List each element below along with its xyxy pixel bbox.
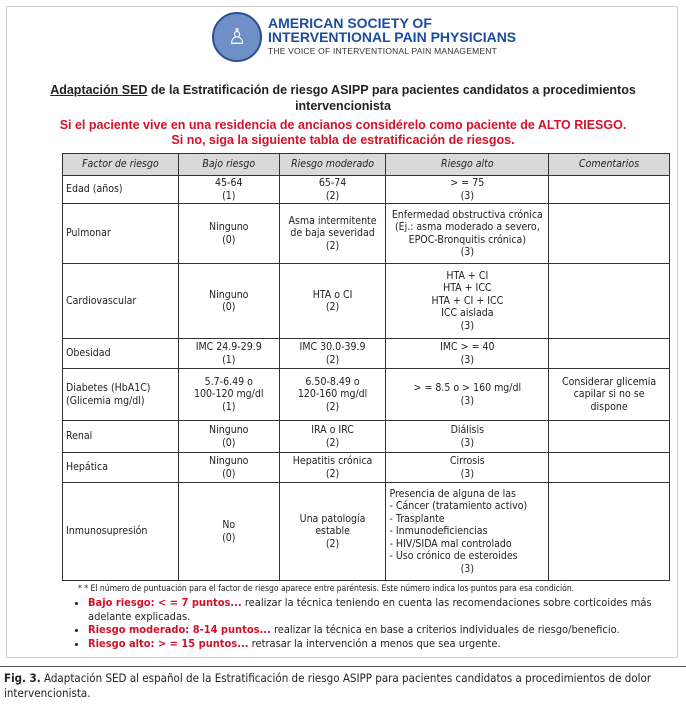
- cell-comentarios: [548, 420, 670, 453]
- list-line: Presencia de alguna de las: [389, 487, 516, 500]
- cell-alto: IMC > = 40 (3): [385, 338, 550, 369]
- caption-text: Adaptación SED al español de la Estratif…: [4, 671, 652, 700]
- logo-line-1: AMERICAN SOCIETY OF: [268, 15, 432, 31]
- table-row: Diabetes (HbA1C) (Glicemia mg/dl) 5.7-6.4…: [62, 368, 670, 421]
- figure-frame: [6, 6, 678, 658]
- cell-factor: Renal: [62, 420, 179, 453]
- list-line: - Uso crónico de esteroides: [389, 550, 518, 563]
- table-row: Inmunosupresión No (0) Una patología estab…: [62, 482, 670, 581]
- cell-alto: Cirrosis (3): [385, 452, 550, 483]
- table-row: Pulmonar Ninguno (0) Asma intermitente de …: [62, 203, 670, 264]
- logo-line-2: INTERVENTIONAL PAIN PHYSICIANS: [268, 29, 517, 45]
- cell-factor: Inmunosupresión: [62, 482, 179, 581]
- cell-alto: Enfermedad obstructiva crónica (Ej.: asm…: [385, 203, 550, 264]
- cell-comentarios: [548, 482, 670, 581]
- cell-alto: Presencia de alguna de las - Cáncer (trat…: [385, 482, 550, 581]
- cell-comentarios: [548, 263, 670, 339]
- risk-label: Bajo riesgo: < = 7 puntos...: [88, 596, 242, 609]
- scoring-item: Riesgo moderado: 8-14 puntos... realizar…: [88, 623, 678, 637]
- cell-factor: Pulmonar: [62, 203, 179, 264]
- cell-bajo: Ninguno (0): [177, 203, 280, 264]
- cell-bajo: Ninguno (0): [177, 420, 280, 453]
- warning-line-1: Si el paciente vive en una residencia de…: [59, 118, 627, 132]
- warning-line-2: Si no, siga la siguiente tabla de estrat…: [171, 133, 515, 147]
- cell-bajo: No (0): [177, 482, 280, 581]
- cell-comentarios: [548, 203, 670, 264]
- column-header: Factor de riesgo: [62, 153, 179, 176]
- cell-alto: > = 75 (3): [385, 175, 550, 204]
- cell-alto: HTA + CI HTA + ICC HTA + CI + ICC ICC ai…: [385, 263, 550, 339]
- cell-comentarios: [548, 452, 670, 483]
- cell-factor: Edad (años): [62, 175, 179, 204]
- asipp-logo: ♙ AMERICAN SOCIETY OF INTERVENTIONAL PAI…: [212, 12, 516, 62]
- asipp-seal-icon: ♙: [212, 12, 262, 62]
- cell-comentarios: Considerar glicemia capilar si no se dis…: [548, 368, 670, 421]
- table-row: Edad (años) 45-64 (1) 65-74 (2) > = 75 (3): [62, 175, 670, 204]
- cell-factor: Obesidad: [62, 338, 179, 369]
- title-underlined: Adaptación SED: [50, 83, 148, 97]
- cell-factor: Cardiovascular: [62, 263, 179, 339]
- figure-caption: Fig. 3. Adaptación SED al español de la …: [4, 671, 682, 701]
- cell-comentarios: [548, 175, 670, 204]
- scoring-item: Riesgo alto: > = 15 puntos... retrasar l…: [88, 637, 678, 651]
- cell-bajo: 5.7-6.49 o 100-120 mg/dl (1): [177, 368, 280, 421]
- risk-label: Riesgo alto: > = 15 puntos...: [88, 636, 249, 650]
- risk-action: realizar la técnica en base a criterios …: [270, 623, 620, 636]
- column-header: Riesgo moderado: [278, 153, 387, 176]
- cell-moderado: Una patología estable (2): [278, 482, 387, 581]
- cell-comentarios: [548, 338, 670, 369]
- cell-alto: Diálisis (3): [385, 420, 550, 453]
- warning-text: Si el paciente vive en una residencia de…: [20, 118, 666, 148]
- cell-bajo: 45-64 (1): [177, 175, 280, 204]
- column-header: Riesgo alto: [385, 153, 550, 176]
- column-header: Comentarios: [548, 153, 670, 176]
- cell-bajo: Ninguno (0): [177, 263, 280, 339]
- risk-action: retrasar la intervención a menos que sea…: [248, 636, 501, 650]
- footnote: * * El número de puntuación para el fact…: [78, 584, 575, 594]
- table-row: Renal Ninguno (0) IRA o IRC (2) Diálisis (3…: [62, 420, 670, 453]
- cell-moderado: Hepatitis crónica (2): [278, 452, 387, 483]
- risk-label: Riesgo moderado: 8-14 puntos...: [88, 623, 271, 636]
- title-rest: de la Estratificación de riesgo ASIPP pa…: [147, 83, 636, 113]
- logo-tagline: THE VOICE OF INTERVENTIONAL PAIN MANAGEM…: [268, 46, 497, 56]
- cell-moderado: IRA o IRC (2): [278, 420, 387, 453]
- risk-table: Factor de riesgo Bajo riesgo Riesgo modera…: [62, 153, 670, 581]
- column-header: Bajo riesgo: [177, 153, 280, 176]
- cell-factor: Diabetes (HbA1C) (Glicemia mg/dl): [62, 368, 179, 421]
- scoring-item: Bajo riesgo: < = 7 puntos... realizar la…: [88, 596, 678, 623]
- divider: [0, 666, 686, 667]
- scoring-list: Bajo riesgo: < = 7 puntos... realizar la…: [76, 596, 678, 650]
- cell-moderado: HTA o CI (2): [278, 263, 387, 339]
- cell-alto: > = 8.5 o > 160 mg/dl (3): [385, 368, 550, 421]
- table-row: Cardiovascular Ninguno (0) HTA o CI (2) HTA…: [62, 263, 670, 339]
- points: (3): [460, 562, 475, 575]
- table-row: Hepática Ninguno (0) Hepatitis crónica (2)…: [62, 452, 670, 483]
- cell-moderado: 65-74 (2): [278, 175, 387, 204]
- page-title: Adaptación SED de la Estratificación de …: [20, 82, 666, 114]
- cell-moderado: 6.50-8.49 o 120-160 mg/dl (2): [278, 368, 387, 421]
- cell-bajo: IMC 24.9-29.9 (1): [177, 338, 280, 369]
- table-row: Obesidad IMC 24.9-29.9 (1) IMC 30.0-39.9 (…: [62, 338, 670, 369]
- cell-bajo: Ninguno (0): [177, 452, 280, 483]
- caption-label: Fig. 3.: [4, 671, 41, 685]
- list-line: - Trasplante: [389, 512, 445, 525]
- list-line: - HIV/SIDA mal controlado: [389, 537, 512, 550]
- list-line: - Inmunodeficiencias: [389, 525, 488, 538]
- list-line: - Cáncer (tratamiento activo): [389, 500, 528, 513]
- risk-action: realizar la técnica teniendo en cuenta l…: [88, 596, 652, 623]
- cell-moderado: IMC 30.0-39.9 (2): [278, 338, 387, 369]
- cell-factor: Hepática: [62, 452, 179, 483]
- cell-moderado: Asma intermitente de baja severidad (2): [278, 203, 387, 264]
